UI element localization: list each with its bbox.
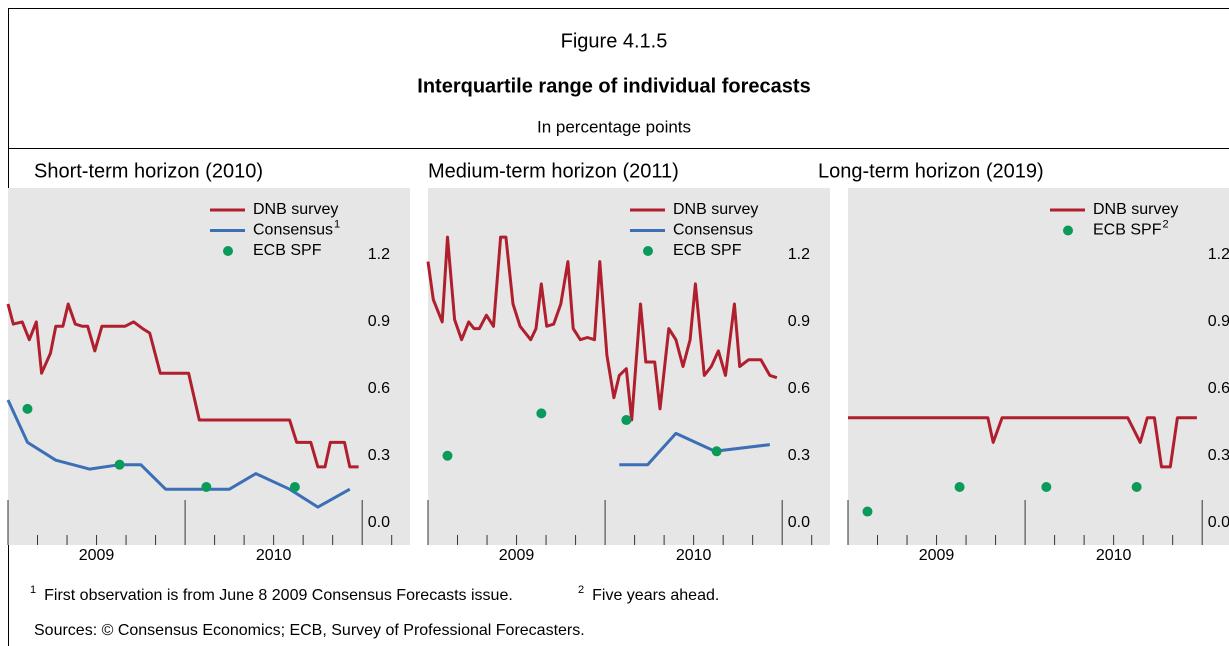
y-tick-label: 0.0 (1208, 514, 1229, 531)
plot-area (428, 188, 830, 545)
footnote-text: First observation is from June 8 2009 Co… (44, 587, 513, 604)
figure-subtitle: In percentage points (537, 117, 691, 136)
y-tick-label: 0.6 (788, 380, 810, 397)
y-tick-label: 0.9 (368, 313, 390, 330)
x-tick-label: 2009 (79, 547, 115, 564)
legend-label: ECB SPF (253, 242, 322, 259)
spf-dot (114, 459, 125, 470)
y-tick-label: 0.9 (788, 313, 810, 330)
legend-name: ECB SPF (253, 242, 322, 259)
y-tick-label: 0.0 (368, 514, 390, 531)
y-tick-label: 0.0 (788, 514, 810, 531)
y-tick-label: 0.6 (368, 380, 390, 397)
figure-number: Figure 4.1.5 (561, 30, 668, 52)
series-line (6, 399, 351, 509)
y-tick-label: 0.3 (1208, 447, 1229, 464)
legend-name: Consensus (673, 222, 753, 239)
legend-label: Consensus (673, 222, 753, 239)
x-tick-label: 2009 (919, 547, 955, 564)
x-tick-label: 2010 (256, 547, 292, 564)
charts: Short-term horizon (2010) 0.0 0.3 0.6 0.9 1.2… (6, 160, 1229, 564)
y-tick-label: 0.3 (368, 447, 390, 464)
spf-dot (621, 415, 632, 426)
legend-name: ECB SPF (673, 242, 742, 259)
series-line (619, 431, 770, 467)
x-tick-label: 2009 (499, 547, 535, 564)
x-tick-label: 2010 (676, 547, 712, 564)
plot-area (8, 188, 410, 545)
footnote-text: Five years ahead. (592, 587, 719, 604)
spf-dot (1131, 481, 1142, 492)
legend-name: DNB survey (673, 201, 758, 218)
legend-name: DNB survey (253, 201, 338, 218)
spf-dot (711, 446, 722, 457)
legend-label: DNB survey (1093, 201, 1178, 218)
spf-dot (442, 450, 453, 461)
spf-dot (1041, 481, 1052, 492)
sources: Sources: © Consensus Economics; ECB, Sur… (34, 622, 585, 639)
legend-dot (643, 246, 653, 256)
legend-name: DNB survey (1093, 201, 1178, 218)
legend-label: Consensus1 (253, 218, 340, 238)
plot-area (848, 188, 1229, 545)
series-line (426, 235, 778, 422)
spf-dot (862, 506, 873, 517)
spf-dot (201, 481, 212, 492)
series-line (6, 302, 359, 469)
footnote-marker: 2 (578, 584, 584, 596)
y-tick-label: 0.9 (1208, 313, 1229, 330)
legend-label: ECB SPF2 (1093, 218, 1169, 238)
panel-title: Short-term horizon (2010) (34, 160, 263, 182)
series-line (848, 416, 1197, 469)
y-tick-label: 0.3 (788, 447, 810, 464)
spf-dot (536, 408, 547, 419)
y-tick-label: 1.2 (368, 246, 390, 263)
spf-dot (954, 481, 965, 492)
legend-label: DNB survey (673, 201, 758, 218)
y-tick-label: 1.2 (788, 246, 810, 263)
legend-label: DNB survey (253, 201, 338, 218)
footnote: 1 First observation is from June 8 2009 C… (30, 584, 513, 604)
x-tick-label: 2010 (1096, 547, 1132, 564)
legend-dot (223, 246, 233, 256)
footnote-marker: 1 (30, 584, 36, 596)
spf-dot (289, 481, 300, 492)
legend-name: Consensus (253, 222, 333, 239)
legend-name: ECB SPF (1093, 222, 1162, 239)
footnote: 2 Five years ahead. (578, 584, 719, 604)
figure-title: Interquartile range of individual foreca… (417, 75, 810, 97)
legend-footnote: 2 (1162, 218, 1168, 230)
y-tick-label: 1.2 (1208, 246, 1229, 263)
panel-title: Medium-term horizon (2011) (428, 160, 679, 182)
spf-dot (22, 403, 33, 414)
panel-title: Long-term horizon (2019) (818, 160, 1044, 182)
legend-dot (1063, 225, 1073, 236)
y-tick-label: 0.6 (1208, 380, 1229, 397)
legend-label: ECB SPF (673, 242, 742, 259)
legend-footnote: 1 (334, 218, 340, 230)
